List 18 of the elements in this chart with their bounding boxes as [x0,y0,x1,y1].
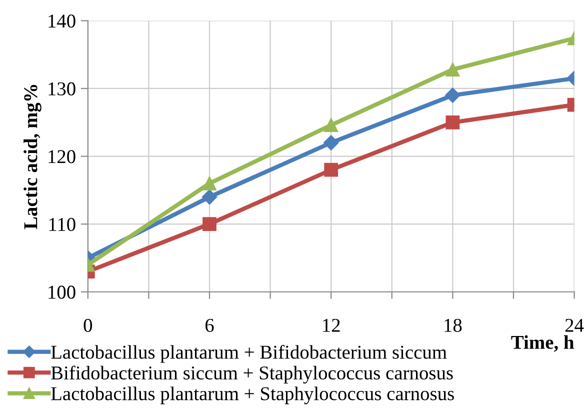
x-tick-label: 6 [205,318,214,332]
x-tick-label: 18 [444,318,462,332]
x-axis-title: Time, h [511,335,574,352]
x-tick-label: 12 [323,318,340,332]
x-tick-label: 0 [84,318,92,332]
point [324,118,338,132]
legend-label: Bifidobacterium siccum + Staphylococcus carnosus [51,366,453,384]
legend-label: Lactobacillus plantarum + Bifidobacterium siccum [51,344,447,363]
y-tick-label: 110 [49,218,76,232]
point [324,162,338,177]
legend-label: Lactobacillus plantarum + Staphylococcus carnosus [51,386,454,404]
y-axis-title: Lactic acid, mg% [24,84,42,230]
x-tick-label: 24 [565,318,584,332]
y-tick-label: 130 [48,82,76,96]
y-tick-label: 100 [48,286,76,299]
y-tick-label: 140 [48,14,76,28]
y-tick-label: 120 [48,150,76,164]
point [324,135,339,150]
